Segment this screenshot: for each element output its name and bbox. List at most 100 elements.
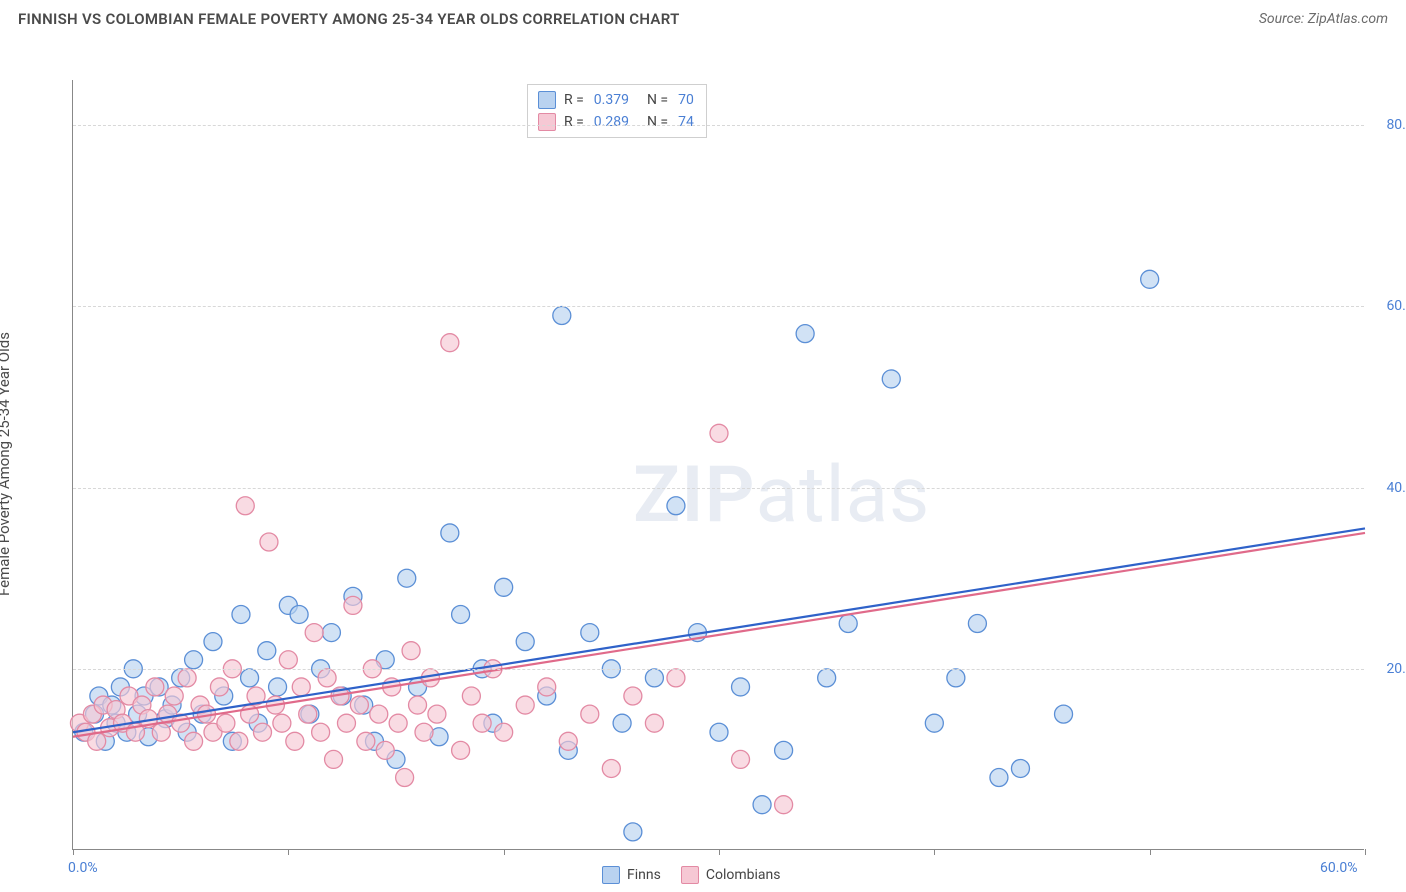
y-tick-label: 60.0%	[1369, 298, 1406, 314]
x-tick	[934, 849, 935, 855]
chart-source: Source: ZipAtlas.com	[1259, 11, 1388, 27]
data-point	[645, 714, 663, 732]
data-point	[185, 732, 203, 750]
data-point	[473, 714, 491, 732]
data-point	[613, 714, 631, 732]
data-point	[322, 624, 340, 642]
data-point	[357, 732, 375, 750]
y-tick-label: 20.0%	[1369, 661, 1406, 677]
legend-swatch	[538, 91, 556, 109]
data-point	[1055, 705, 1073, 723]
plot-area: ZIPatlas R =0.379N =70R =0.289N =74 20.0…	[72, 80, 1364, 850]
data-point	[990, 769, 1008, 787]
data-point	[279, 651, 297, 669]
x-tick	[1365, 849, 1366, 855]
data-point	[818, 669, 836, 687]
legend-series: Finns Colombians	[602, 866, 780, 884]
chart-header: FINNISH VS COLOMBIAN FEMALE POVERTY AMON…	[0, 0, 1406, 34]
grid-line	[73, 125, 1364, 126]
data-point	[428, 705, 446, 723]
data-point	[516, 633, 534, 651]
y-tick-label: 80.0%	[1369, 117, 1406, 133]
data-point	[462, 687, 480, 705]
data-point	[396, 769, 414, 787]
data-point	[165, 687, 183, 705]
data-point	[260, 533, 278, 551]
data-point	[441, 524, 459, 542]
data-point	[273, 714, 291, 732]
data-point	[185, 651, 203, 669]
x-axis-max-label: 60.0%	[1320, 860, 1358, 876]
data-point	[441, 334, 459, 352]
data-point	[258, 642, 276, 660]
data-point	[753, 796, 771, 814]
y-axis-title: Female Poverty Among 25-34 Year Olds	[0, 332, 13, 596]
regression-line	[73, 528, 1365, 732]
data-point	[667, 497, 685, 515]
legend-stats-row: R =0.289N =74	[538, 111, 696, 133]
data-point	[538, 678, 556, 696]
data-point	[152, 723, 170, 741]
data-point	[402, 642, 420, 660]
data-point	[409, 696, 427, 714]
legend-series-item: Colombians	[681, 866, 781, 884]
data-point	[312, 723, 330, 741]
data-point	[602, 759, 620, 777]
data-point	[796, 325, 814, 343]
legend-swatch	[681, 866, 699, 884]
grid-line	[73, 488, 1364, 489]
data-point	[925, 714, 943, 732]
data-point	[553, 307, 571, 325]
x-tick	[73, 849, 74, 855]
data-point	[299, 705, 317, 723]
data-point	[389, 714, 407, 732]
legend-series-label: Finns	[627, 867, 661, 883]
x-tick	[504, 849, 505, 855]
data-point	[398, 569, 416, 587]
data-point	[1141, 270, 1159, 288]
plot-svg	[73, 80, 1365, 850]
data-point	[210, 678, 228, 696]
data-point	[1011, 759, 1029, 777]
legend-series-item: Finns	[602, 866, 661, 884]
data-point	[415, 723, 433, 741]
data-point	[236, 497, 254, 515]
x-tick	[719, 849, 720, 855]
data-point	[495, 578, 513, 596]
legend-swatch	[602, 866, 620, 884]
legend-stats-row: R =0.379N =70	[538, 89, 696, 111]
legend-stats: R =0.379N =70R =0.289N =74	[527, 84, 707, 138]
data-point	[325, 750, 343, 768]
data-point	[178, 669, 196, 687]
grid-line	[73, 306, 1364, 307]
data-point	[230, 732, 248, 750]
legend-series-label: Colombians	[706, 867, 781, 883]
data-point	[947, 669, 965, 687]
data-point	[350, 696, 368, 714]
data-point	[968, 615, 986, 633]
data-point	[305, 624, 323, 642]
x-axis-min-label: 0.0%	[68, 860, 98, 876]
data-point	[732, 750, 750, 768]
data-point	[516, 696, 534, 714]
data-point	[624, 687, 642, 705]
data-point	[376, 741, 394, 759]
data-point	[286, 732, 304, 750]
y-tick-label: 40.0%	[1369, 480, 1406, 496]
data-point	[232, 605, 250, 623]
chart-title: FINNISH VS COLOMBIAN FEMALE POVERTY AMON…	[18, 10, 680, 28]
data-point	[337, 714, 355, 732]
data-point	[204, 633, 222, 651]
data-point	[624, 823, 642, 841]
data-point	[370, 705, 388, 723]
data-point	[146, 678, 164, 696]
data-point	[290, 605, 308, 623]
data-point	[559, 732, 577, 750]
data-point	[645, 669, 663, 687]
data-point	[775, 796, 793, 814]
data-point	[710, 424, 728, 442]
legend-swatch	[538, 113, 556, 131]
data-point	[253, 723, 271, 741]
data-point	[344, 596, 362, 614]
data-point	[495, 723, 513, 741]
